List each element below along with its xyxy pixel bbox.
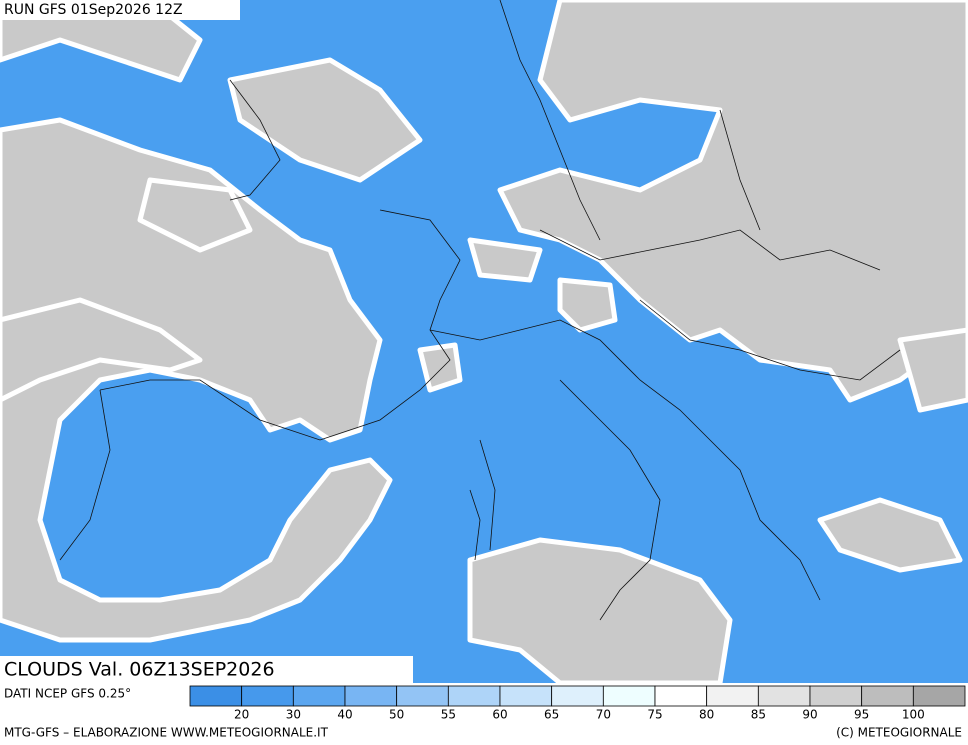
colorbar-swatch — [706, 685, 759, 707]
run-label: RUN GFS 01Sep2026 12Z — [4, 2, 183, 18]
colorbar-swatch — [344, 685, 398, 707]
colorbar-swatch — [809, 685, 863, 707]
colorbar-tick-label: 70 — [596, 708, 611, 722]
colorbar-swatch — [912, 685, 966, 707]
colorbar-tick-label: 40 — [337, 708, 352, 722]
colorbar-tick-label: 80 — [699, 708, 714, 722]
source-label: DATI NCEP GFS 0.25° — [4, 687, 131, 701]
colorbar-tick-label: 60 — [492, 708, 507, 722]
colorbar-swatch — [757, 685, 811, 707]
footer-left: MTG-GFS – ELABORAZIONE WWW.METEOGIORNALE… — [4, 726, 329, 740]
colorbar-tick-label: 95 — [854, 708, 869, 722]
colorbar-swatch — [189, 685, 243, 707]
colorbar-tick-label: 90 — [802, 708, 817, 722]
colorbar-swatch — [396, 685, 449, 707]
colorbar-tick-label: 85 — [751, 708, 766, 722]
colorbar-tick-label: 65 — [544, 708, 559, 722]
colorbar-tick-label: 55 — [441, 708, 456, 722]
footer-right: (C) METEOGIORNALE — [836, 726, 962, 740]
colorbar: 20 30 40 50 55 60 65 70 75 80 85 90 95 100 — [189, 685, 966, 722]
colorbar-swatch — [292, 685, 346, 707]
colorbar-swatch — [602, 685, 656, 707]
colorbar-tick-label: 30 — [286, 708, 301, 722]
colorbar-tick-label: 50 — [389, 708, 404, 722]
colorbar-swatch — [861, 685, 914, 707]
colorbar-tick-label: 75 — [647, 708, 662, 722]
colorbar-swatch — [241, 685, 294, 707]
colorbar-tick-label: 100 — [902, 708, 925, 722]
colorbar-tick-label: 20 — [234, 708, 249, 722]
colorbar-swatch — [499, 685, 553, 707]
colorbar-swatch — [654, 685, 708, 707]
colorbar-swatch — [551, 685, 604, 707]
field-label: CLOUDS Val. 06Z13SEP2026 — [4, 659, 275, 681]
map: RUN GFS 01Sep2026 12Z CLOUDS Val. 06Z13S… — [0, 0, 968, 683]
colorbar-swatch — [447, 685, 501, 707]
